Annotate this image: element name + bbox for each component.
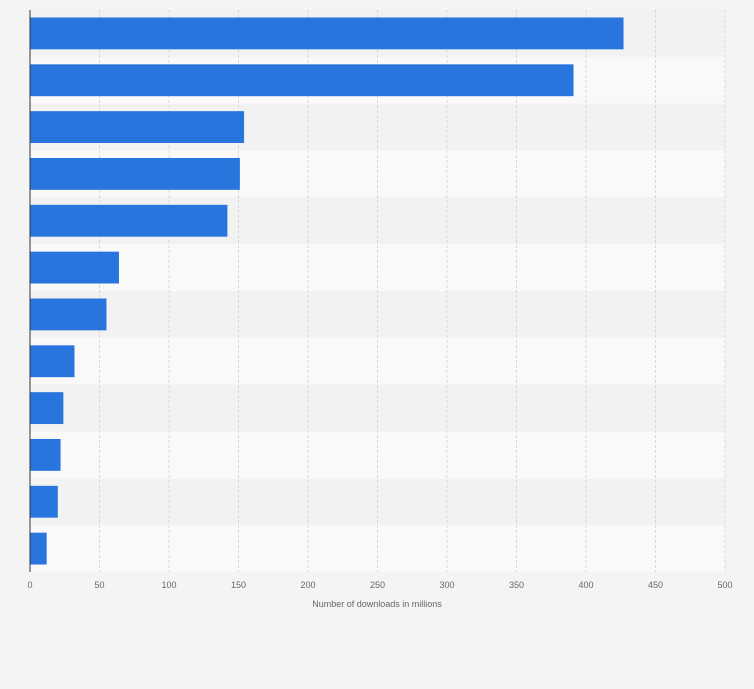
bars — [30, 17, 624, 565]
x-axis-title: Number of downloads in millions — [312, 599, 442, 609]
bar[interactable] — [30, 392, 64, 425]
x-tick-label: 250 — [370, 580, 385, 590]
x-tick-label: 500 — [717, 580, 732, 590]
bar[interactable] — [30, 64, 574, 97]
x-tick-label: 400 — [578, 580, 593, 590]
x-tick-label: 350 — [509, 580, 524, 590]
gridlines — [99, 10, 726, 572]
bar[interactable] — [30, 298, 107, 331]
x-tick-labels: 0 50 100 150 200 250 300 350 400 450 500 — [27, 580, 732, 590]
bar[interactable] — [30, 345, 75, 378]
bar[interactable] — [30, 17, 624, 50]
bar[interactable] — [30, 532, 47, 565]
bar[interactable] — [30, 157, 240, 190]
x-tick-label: 300 — [439, 580, 454, 590]
x-tick-label: 50 — [94, 580, 104, 590]
x-tick-label: 100 — [161, 580, 176, 590]
bar[interactable] — [30, 485, 58, 518]
bar[interactable] — [30, 111, 245, 144]
bar[interactable] — [30, 251, 119, 284]
bar[interactable] — [30, 438, 61, 471]
x-tick-label: 450 — [648, 580, 663, 590]
x-tick-label: 150 — [231, 580, 246, 590]
bar[interactable] — [30, 204, 228, 237]
x-tick-label: 0 — [27, 580, 32, 590]
x-tick-label: 200 — [300, 580, 315, 590]
